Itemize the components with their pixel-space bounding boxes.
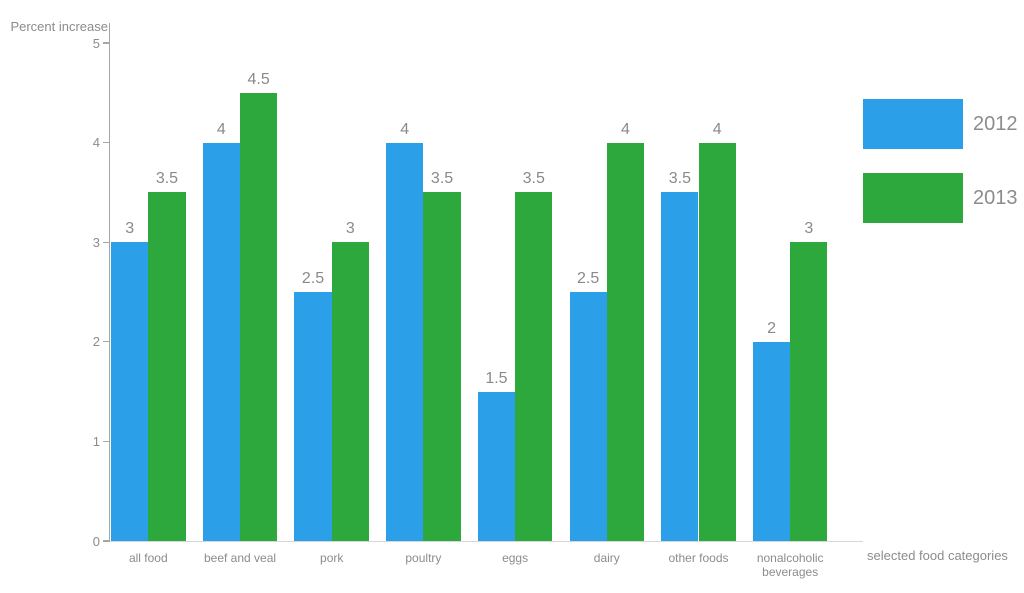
bar-2012-dairy xyxy=(569,292,607,541)
bar-2013-eggs xyxy=(515,192,553,541)
bar-value-2013-dairy: 4 xyxy=(620,120,630,138)
category-label-eggs: eggs xyxy=(502,551,529,565)
category-label-other-foods: other foods xyxy=(668,551,729,565)
y-tick-4 xyxy=(103,141,110,144)
y-tick-label-2: 2 xyxy=(92,334,100,350)
bar-value-2013-nonalcoholic-beverages: 3 xyxy=(804,220,814,238)
bar-value-2012-dairy: 2.5 xyxy=(577,270,600,287)
bar-value-2012-poultry: 4 xyxy=(400,120,410,138)
bar-2013-all-food xyxy=(148,192,186,541)
y-tick-5 xyxy=(103,42,110,44)
bar-2013-nonalcoholic-beverages xyxy=(790,242,828,541)
bar-value-2013-eggs: 3.5 xyxy=(522,170,545,188)
bar-value-2013-pork: 3 xyxy=(345,220,355,238)
category-label-dairy: dairy xyxy=(593,551,620,565)
bar-2013-pork xyxy=(331,242,369,541)
bar-value-2012-pork: 2.5 xyxy=(301,270,325,287)
x-axis-line xyxy=(110,540,863,543)
y-tick-label-4: 4 xyxy=(92,135,100,151)
bar-2013-other-foods xyxy=(698,142,736,541)
legend-label-2013: 2013 xyxy=(973,186,1018,209)
bar-value-2012-beef-and-veal: 4 xyxy=(216,120,226,138)
bar-2013-poultry xyxy=(423,192,461,541)
category-label-pork: pork xyxy=(320,551,344,565)
y-tick-0 xyxy=(103,540,110,542)
y-tick-3 xyxy=(103,241,110,243)
bar-value-2012-eggs: 1.5 xyxy=(485,369,508,387)
category-label-poultry: poultry xyxy=(405,551,442,565)
y-tick-1 xyxy=(103,440,110,443)
legend-item-2013: 2013 xyxy=(863,173,1024,223)
bar-value-2013-poultry: 3.5 xyxy=(430,170,454,188)
bar-2012-poultry xyxy=(386,142,424,541)
bar-2012-other-foods xyxy=(661,192,699,541)
bar-value-2013-all-food: 3.5 xyxy=(155,170,179,188)
y-axis-line xyxy=(108,23,111,542)
legend-label-2012: 2012 xyxy=(973,112,1018,135)
bar-2013-beef-and-veal xyxy=(240,92,278,541)
bar-value-2013-beef-and-veal: 4.5 xyxy=(247,70,270,88)
y-tick-label-3: 3 xyxy=(92,234,100,250)
legend-swatch-2012 xyxy=(863,99,963,149)
category-label-beef-and-veal: beef and veal xyxy=(203,551,277,565)
bar-value-2012-nonalcoholic-beverages: 2 xyxy=(767,319,776,337)
bar-value-2012-all-food: 3 xyxy=(125,220,135,238)
legend-item-2012: 2012 xyxy=(863,99,1024,149)
bar-2012-beef-and-veal xyxy=(202,142,240,541)
y-tick-label-1: 1 xyxy=(92,433,100,449)
bar-2012-nonalcoholic-beverages xyxy=(752,341,791,541)
y-tick-label-0: 0 xyxy=(92,533,100,549)
y-tick-2 xyxy=(103,341,110,343)
bar-2012-all-food xyxy=(111,242,149,541)
category-label-all-food: all food xyxy=(128,551,168,565)
bar-2013-dairy xyxy=(606,142,645,541)
y-axis-title: Percent increase xyxy=(10,19,108,34)
bar-2012-eggs xyxy=(477,391,516,541)
legend-swatch-2013 xyxy=(863,173,963,223)
bar-value-2013-other-foods: 4 xyxy=(712,120,722,138)
x-axis-title: selected food categories xyxy=(867,548,1008,563)
category-label-nonalcoholic-beverages: nonalcoholic beverages xyxy=(756,551,824,579)
bar-2012-pork xyxy=(294,292,332,541)
bar-value-2012-other-foods: 3.5 xyxy=(668,170,691,188)
y-tick-label-5: 5 xyxy=(92,35,100,51)
legend: 2012 2013 xyxy=(863,99,1024,223)
